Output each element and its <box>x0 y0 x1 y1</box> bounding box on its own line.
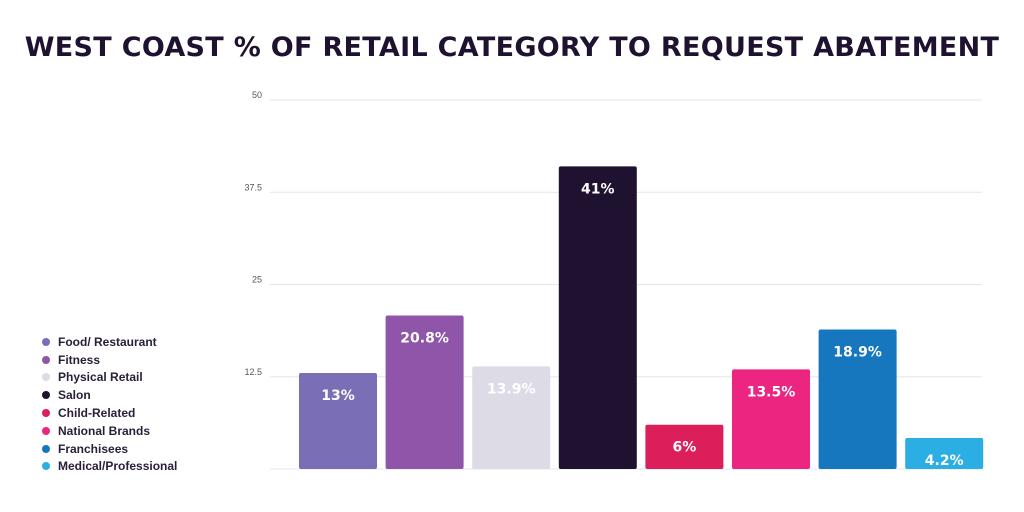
y-tick-label: 25 <box>252 275 262 285</box>
legend-item: Child-Related <box>42 404 177 422</box>
data-label: 13.5% <box>747 384 796 400</box>
legend-swatch <box>42 355 50 364</box>
bar <box>558 166 637 470</box>
data-label: 13% <box>321 388 355 404</box>
legend-item: Food/ Restaurant <box>42 333 177 351</box>
legend-swatch <box>42 391 50 400</box>
y-tick-label: 12.5 <box>244 367 262 377</box>
legend-label: National Brands <box>58 423 151 438</box>
data-label: 20.8% <box>400 330 449 346</box>
legend-label: Physical Retail <box>58 370 143 385</box>
bar <box>645 424 724 469</box>
legend-swatch <box>42 337 50 346</box>
y-tick-label: 50 <box>252 90 262 100</box>
legend-swatch <box>42 409 50 418</box>
bar <box>299 373 377 469</box>
legend-swatch <box>42 426 50 435</box>
legend-item: Physical Retail <box>42 369 177 387</box>
legend-swatch <box>42 462 50 471</box>
legend-label: Medical/Professional <box>58 459 178 474</box>
legend-item: Fitness <box>42 351 177 369</box>
data-label: 41% <box>581 181 615 197</box>
legend-label: Salon <box>58 388 91 403</box>
bar <box>385 315 464 469</box>
data-label: 18.9% <box>833 345 882 361</box>
legend-swatch <box>42 373 50 382</box>
legend-item: Franchisees <box>42 440 177 458</box>
data-label: 6% <box>673 440 697 456</box>
legend-label: Franchisees <box>58 441 129 456</box>
chart-title: WEST COAST % OF RETAIL CATEGORY TO REQUE… <box>24 32 1000 63</box>
bar <box>732 369 810 469</box>
legend-item: Salon <box>42 386 177 404</box>
legend-swatch <box>42 444 50 453</box>
bar <box>905 438 984 469</box>
legend: Food/ Restaurant Fitness Physical Retail Sa… <box>42 333 177 475</box>
bar <box>818 329 897 469</box>
legend-label: Child-Related <box>58 406 136 421</box>
data-labels: 13% 20.8% 13.9% 41% 6% 13.5% 18.9% 4.2% <box>321 181 963 469</box>
data-label: 4.2% <box>925 453 964 469</box>
data-label: 13.9% <box>487 381 536 397</box>
legend-item: National Brands <box>42 422 177 440</box>
y-tick-label: 37.5 <box>244 182 262 192</box>
legend-label: Food/ Restaurant <box>58 334 157 349</box>
bar <box>472 366 551 469</box>
legend-label: Fitness <box>58 352 101 367</box>
bars <box>299 166 984 470</box>
legend-item: Medical/Professional <box>42 458 177 476</box>
